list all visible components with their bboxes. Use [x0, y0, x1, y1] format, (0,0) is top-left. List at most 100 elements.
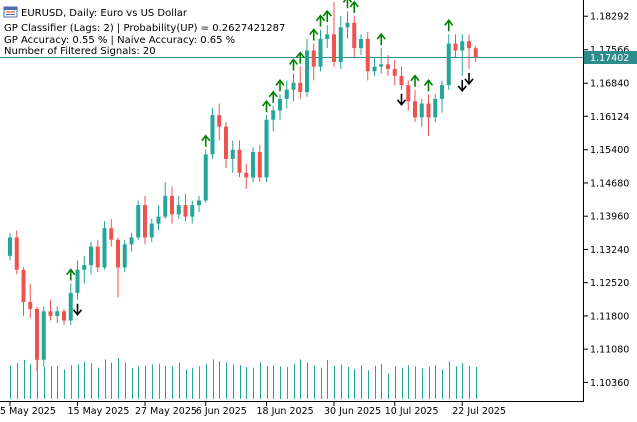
bull-candle — [359, 34, 363, 56]
bull-candle — [197, 195, 201, 213]
arrow-head — [410, 74, 420, 82]
signal-arrows — [66, 0, 474, 317]
bull-candle — [251, 147, 255, 183]
arrow-head — [423, 79, 434, 86]
candle-body — [109, 228, 114, 240]
bear-candle — [170, 186, 174, 224]
candle-body — [122, 244, 127, 268]
sell-signal-arrow-icon — [457, 79, 467, 93]
buy-signal-arrow-icon — [444, 19, 454, 32]
candle-body — [473, 48, 478, 58]
candle-body — [386, 64, 390, 69]
bear-candle — [95, 239, 100, 273]
time-tick-label: 22 Jul 2025 — [452, 406, 506, 417]
candle-body — [460, 41, 465, 51]
bear-candle — [62, 308, 66, 326]
candle-body — [176, 205, 181, 215]
candle-body — [82, 265, 87, 270]
sell-signal-arrow-icon — [72, 303, 83, 317]
candle-body — [237, 149, 242, 173]
candle-body — [440, 85, 444, 99]
bull-candle — [419, 98, 424, 127]
arrow-head — [309, 28, 319, 36]
candle-body — [352, 22, 357, 49]
bull-candle — [163, 182, 168, 219]
bull-candle — [271, 105, 276, 132]
candle-body — [305, 50, 309, 93]
candle-body — [149, 223, 154, 238]
arrow-head — [275, 79, 285, 86]
time-tick-label: 6 Jun 2025 — [196, 406, 247, 417]
candle-body — [399, 75, 404, 86]
price-tick-label: 1.12520 — [590, 278, 629, 289]
bear-candle — [332, 2, 336, 67]
arrow-head — [457, 85, 467, 93]
bear-candle — [473, 45, 478, 63]
current-price-label: 1.17402 — [590, 53, 629, 64]
candle-body — [325, 34, 330, 39]
arrow-head — [66, 268, 76, 276]
bear-candle — [21, 267, 26, 316]
price-tick-label: 1.10360 — [590, 378, 629, 389]
bull-candle — [89, 242, 93, 275]
arrow-head — [268, 90, 278, 98]
buy-signal-arrow-icon — [342, 0, 353, 9]
candle-body — [62, 311, 66, 321]
candle-body — [48, 311, 53, 316]
price-tick-label: 1.16124 — [590, 112, 629, 123]
price-tick-label: 1.13960 — [590, 212, 629, 223]
bull-candle — [284, 80, 289, 109]
bear-candle — [28, 283, 33, 319]
bear-candle — [311, 43, 316, 81]
candle-body — [318, 38, 323, 67]
bull-candle — [8, 232, 12, 261]
candle-body — [311, 50, 316, 67]
bull-candle — [325, 25, 330, 49]
bull-candle — [203, 149, 208, 203]
candle-body — [55, 311, 60, 316]
candle-body — [392, 68, 397, 76]
candle-body — [14, 237, 19, 270]
candle-body — [372, 66, 377, 72]
bull-candle — [345, 11, 350, 39]
candle-body — [35, 308, 39, 360]
candle-body — [197, 200, 201, 206]
bull-candle — [129, 232, 134, 252]
arrow-head — [464, 78, 474, 86]
bull-candle — [230, 140, 235, 173]
price-tick-label: 1.18292 — [590, 12, 629, 23]
candle-body — [143, 205, 147, 238]
price-tick-label: 1.11080 — [590, 345, 629, 356]
filtered-signals-line: Number of Filtered Signals: 20 — [4, 46, 156, 57]
candle-body — [359, 38, 363, 49]
time-tick-label: 10 Jul 2025 — [385, 406, 439, 417]
candle-body — [163, 195, 168, 217]
candle-body — [116, 239, 120, 268]
bear-candle — [35, 306, 39, 372]
bear-candle — [14, 230, 19, 275]
buy-signal-arrow-icon — [322, 9, 332, 23]
bull-candle — [75, 260, 80, 300]
price-tick-label: 1.15400 — [590, 145, 629, 156]
bull-candle — [460, 34, 465, 76]
candle-body — [230, 149, 235, 159]
bear-candle — [217, 103, 222, 141]
candle-body — [345, 22, 350, 28]
arrow-head — [295, 51, 305, 59]
bull-candle — [440, 80, 444, 113]
buy-signal-arrow-icon — [376, 32, 386, 46]
bull-candle — [41, 306, 46, 367]
arrow-head — [376, 32, 386, 40]
candles — [8, 2, 478, 372]
bear-candle — [143, 195, 147, 245]
candle-body — [338, 27, 343, 63]
bear-candle — [237, 140, 242, 178]
price-tick-label: 1.13240 — [590, 245, 629, 256]
time-tick-label: 18 Jun 2025 — [257, 406, 314, 417]
accuracy-line: GP Accuracy: 0.55 % | Naive Accuracy: 0.… — [4, 35, 235, 46]
bull-candle — [210, 108, 215, 159]
candle-body — [291, 82, 296, 90]
candle-body — [264, 119, 269, 178]
